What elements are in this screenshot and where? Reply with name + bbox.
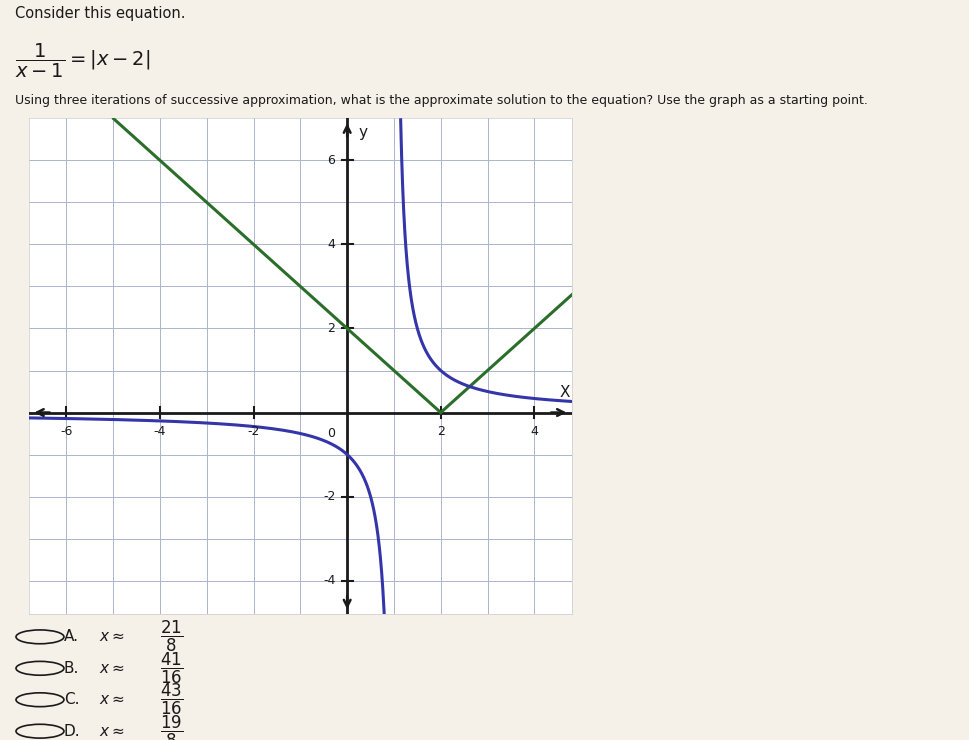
Text: A.: A.: [64, 629, 78, 645]
Text: 2: 2: [328, 322, 335, 335]
Text: -4: -4: [323, 574, 335, 587]
Text: X: X: [559, 385, 570, 400]
Text: 4: 4: [530, 425, 538, 438]
Text: $\dfrac{41}{16}$: $\dfrac{41}{16}$: [160, 650, 183, 686]
Text: D.: D.: [64, 724, 80, 739]
Text: C.: C.: [64, 692, 79, 707]
Text: $\dfrac{43}{16}$: $\dfrac{43}{16}$: [160, 682, 183, 717]
Text: 4: 4: [328, 238, 335, 251]
Text: -4: -4: [154, 425, 167, 438]
Text: Consider this equation.: Consider this equation.: [15, 5, 185, 21]
Text: Using three iterations of successive approximation, what is the approximate solu: Using three iterations of successive app…: [15, 94, 867, 107]
Text: $\dfrac{19}{8}$: $\dfrac{19}{8}$: [160, 713, 183, 740]
Text: 0: 0: [328, 427, 335, 440]
Text: y: y: [359, 125, 368, 140]
Text: -2: -2: [323, 490, 335, 503]
Text: $x \approx$: $x \approx$: [99, 629, 124, 645]
Text: $\dfrac{21}{8}$: $\dfrac{21}{8}$: [160, 619, 183, 654]
Text: 6: 6: [328, 154, 335, 167]
Text: $\dfrac{1}{x-1} = |x - 2|$: $\dfrac{1}{x-1} = |x - 2|$: [15, 42, 150, 80]
Text: 2: 2: [437, 425, 445, 438]
Text: -6: -6: [60, 425, 73, 438]
Text: $x \approx$: $x \approx$: [99, 692, 124, 707]
Text: -2: -2: [247, 425, 260, 438]
Text: B.: B.: [64, 661, 79, 676]
Text: $x \approx$: $x \approx$: [99, 724, 124, 739]
Text: $x \approx$: $x \approx$: [99, 661, 124, 676]
